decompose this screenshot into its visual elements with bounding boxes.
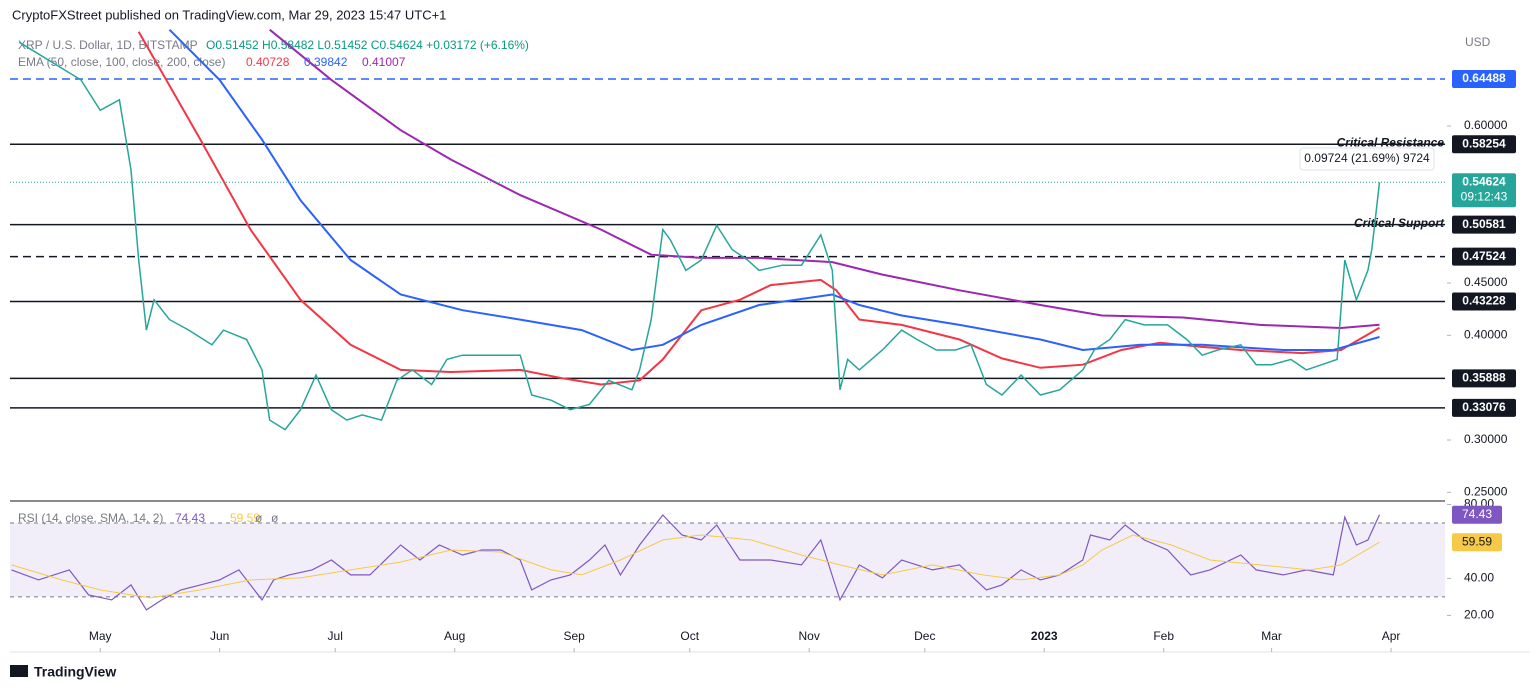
level-tag [1452,135,1516,154]
level-tag [1452,247,1516,266]
x-tick-label: Sep [563,629,585,643]
ema-label: EMA (50, close, 100, close, 200, close) [18,55,225,69]
rsi-na: ø [255,511,263,525]
last-price-label: 0.54624 [1462,174,1506,188]
x-tick-label: Jul [328,629,343,643]
brand: TradingView [34,664,116,680]
measure-box [1299,147,1435,171]
rsi-tag [1452,533,1502,552]
x-tick-label: Oct [680,629,699,643]
x-tick-label: Dec [914,629,935,643]
ema-value: 0.41007 [362,55,406,69]
level-label: 0.33076 [1462,400,1506,414]
ema-line [168,28,1380,352]
brand-logo [10,665,28,677]
ema-value: 0.39842 [304,55,348,69]
publisher: CryptoFXStreet published on TradingView.… [12,7,446,22]
x-tick-label: May [89,629,112,643]
rsi-line [11,514,1381,611]
y-tick-label: 0.30000 [1464,432,1508,446]
ema-line [269,28,1380,330]
y-tick-label: 0.60000 [1464,118,1508,132]
ema-value: 0.40728 [246,55,290,69]
rsi-na: ø [271,511,279,525]
level-label: 0.35888 [1462,371,1506,385]
level-tag [1452,70,1516,89]
ema-line [137,31,1381,386]
rsi-tick-label: 40.00 [1464,571,1494,585]
last-price-tag [1452,173,1516,208]
level-label: 0.50581 [1462,217,1506,231]
rsi-tag-label: 59.59 [1462,534,1492,548]
measure-label: 0.09724 (21.69%) 9724 [1304,151,1430,165]
x-tick-label: Nov [799,629,820,643]
level-tag [1452,398,1516,417]
symbol-title: XRP / U.S. Dollar, 1D, BITSTAMP [18,38,198,52]
y-tick-label: 0.45000 [1464,275,1508,289]
annotation: Critical Resistance [1337,135,1445,149]
level-label: 0.47524 [1462,249,1506,263]
x-tick-label: Mar [1261,629,1282,643]
rsi-tag-label: 74.43 [1462,507,1492,521]
level-label: 0.64488 [1462,71,1506,85]
rsi-value: 74.43 [175,511,205,525]
level-tag [1452,215,1516,234]
x-tick-label: 2023 [1031,629,1058,643]
rsi-band [10,522,1445,597]
y-tick-label: 0.25000 [1464,485,1508,499]
rsi-tag [1452,505,1502,524]
y-tick-label: 0.40000 [1464,328,1508,342]
rsi-label: RSI (14, close, SMA, 14, 2) [18,511,163,525]
price-line [18,41,1381,431]
x-tick-label: Aug [444,629,465,643]
rsi-line [11,534,1380,599]
currency: USD [1465,35,1491,49]
countdown: 09:12:43 [1461,189,1508,203]
x-tick-label: Feb [1153,629,1174,643]
rsi-tick-label: 20.00 [1464,608,1494,622]
x-tick-label: Jun [210,629,229,643]
level-label: 0.43228 [1462,294,1506,308]
x-tick-label: Apr [1382,629,1401,643]
ohlc: O0.51452 H0.58482 L0.51452 C0.54624 +0.0… [206,38,529,52]
annotation: Critical Support [1354,216,1445,230]
level-tag [1452,292,1516,311]
level-tag [1452,369,1516,388]
rsi-value: 59.59 [230,511,260,525]
level-label: 0.58254 [1462,136,1506,150]
